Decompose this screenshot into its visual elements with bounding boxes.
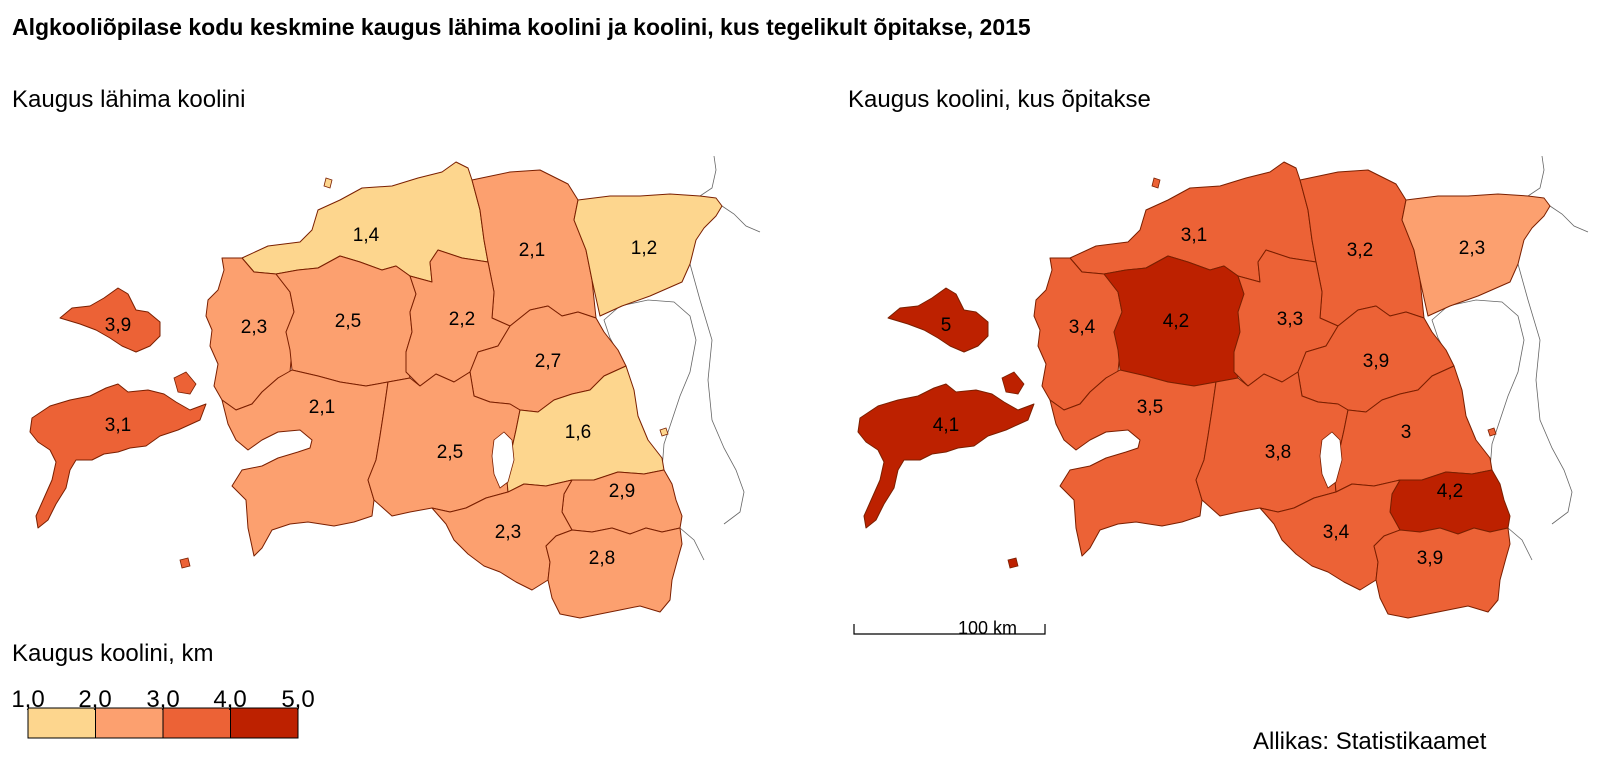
legend-tick-5: 5,0 — [281, 686, 315, 713]
legend-swatches — [27, 707, 299, 739]
small-island — [1001, 371, 1025, 395]
left-map-subtitle: Kaugus lähima koolini — [12, 86, 246, 113]
region-value-label: 2,7 — [535, 351, 561, 372]
region-value-label: 4,1 — [933, 415, 959, 436]
region-value-label: 1,2 — [631, 238, 657, 259]
region-value-label: 2,3 — [241, 317, 267, 338]
map-nearest-school: 1,4 2,1 1,2 3,9 2,3 2,5 2,2 2,7 3,1 2,1 2,5 1,6 2,9 2… — [29, 155, 761, 619]
region-value-label: 3,9 — [1417, 548, 1443, 569]
region-value-label: 3,9 — [1363, 351, 1389, 372]
region-value-label: 3,4 — [1323, 522, 1350, 543]
region-value-label: 5 — [941, 315, 952, 336]
legend-tick-2: 2,0 — [78, 686, 112, 713]
region-value-label: 4,2 — [1163, 311, 1189, 332]
legend-swatch-2 — [95, 707, 164, 739]
map-title: Algkooliõpilase kodu keskmine kaugus läh… — [12, 14, 1031, 40]
lake-vortsjarv — [1319, 431, 1343, 489]
legend-swatch-4 — [230, 707, 299, 739]
region-pärnu — [1049, 369, 1217, 557]
region-value-label: 4,2 — [1437, 481, 1463, 502]
coastline — [1507, 155, 1589, 561]
region-ida-viru — [1401, 193, 1551, 317]
small-island — [1151, 177, 1161, 189]
small-island — [179, 557, 191, 569]
legend-tick-3: 3,0 — [146, 686, 180, 713]
region-value-label: 2,2 — [449, 309, 475, 330]
region-value-label: 2,1 — [519, 240, 545, 261]
region-hiiu — [59, 287, 161, 353]
region-value-label: 3,8 — [1265, 442, 1291, 463]
region-võru — [545, 527, 683, 619]
region-hiiu — [887, 287, 989, 353]
region-value-label: 2,5 — [437, 442, 463, 463]
region-value-label: 3,2 — [1347, 240, 1373, 261]
region-value-label: 3,9 — [105, 315, 131, 336]
region-value-label: 2,3 — [1459, 238, 1485, 259]
region-value-label: 2,8 — [589, 548, 615, 569]
region-value-label: 3 — [1401, 422, 1412, 443]
region-value-label: 2,3 — [495, 522, 521, 543]
region-value-label: 3,3 — [1277, 309, 1303, 330]
scale-bar — [853, 624, 1046, 635]
region-value-label: 3,5 — [1137, 397, 1163, 418]
small-island — [1007, 557, 1019, 569]
region-value-label: 1,6 — [565, 422, 591, 443]
small-island — [1487, 427, 1497, 437]
region-value-label: 3,1 — [105, 415, 131, 436]
coastline — [679, 155, 761, 561]
small-island — [659, 427, 669, 437]
region-value-label: 3,4 — [1069, 317, 1096, 338]
region-saare — [857, 383, 1035, 529]
lake-vortsjarv — [491, 431, 515, 489]
region-value-label: 2,1 — [309, 397, 335, 418]
legend-title: Kaugus koolini, km — [12, 640, 214, 667]
right-map-subtitle: Kaugus koolini, kus õpitakse — [848, 86, 1151, 113]
small-island — [323, 177, 333, 189]
region-võru — [1373, 527, 1511, 619]
region-value-label: 2,5 — [335, 311, 361, 332]
source-note: Allikas: Statistikaamet — [1253, 728, 1487, 755]
map-actual-school: 3,1 3,2 2,3 5 3,4 4,2 3,3 3,9 4,1 3,5 3,8 3 4,2 3,4 3,… — [857, 155, 1589, 619]
scale-bar-line — [853, 624, 1046, 635]
region-value-label: 2,9 — [609, 481, 635, 502]
region-value-label: 3,1 — [1181, 225, 1207, 246]
legend-tick-4: 4,0 — [213, 686, 247, 713]
small-island — [173, 371, 197, 395]
scale-bar-label: 100 km — [958, 618, 1018, 638]
region-pärnu — [221, 369, 389, 557]
region-ida-viru — [573, 193, 723, 317]
legend-swatch-1 — [27, 707, 96, 739]
region-saare — [29, 383, 207, 529]
legend-tick-1: 1,0 — [11, 686, 45, 713]
region-value-label: 1,4 — [353, 225, 380, 246]
